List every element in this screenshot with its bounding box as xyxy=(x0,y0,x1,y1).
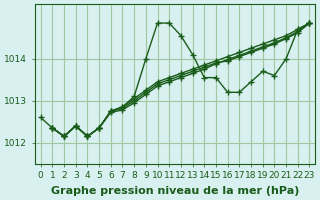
X-axis label: Graphe pression niveau de la mer (hPa): Graphe pression niveau de la mer (hPa) xyxy=(51,186,299,196)
